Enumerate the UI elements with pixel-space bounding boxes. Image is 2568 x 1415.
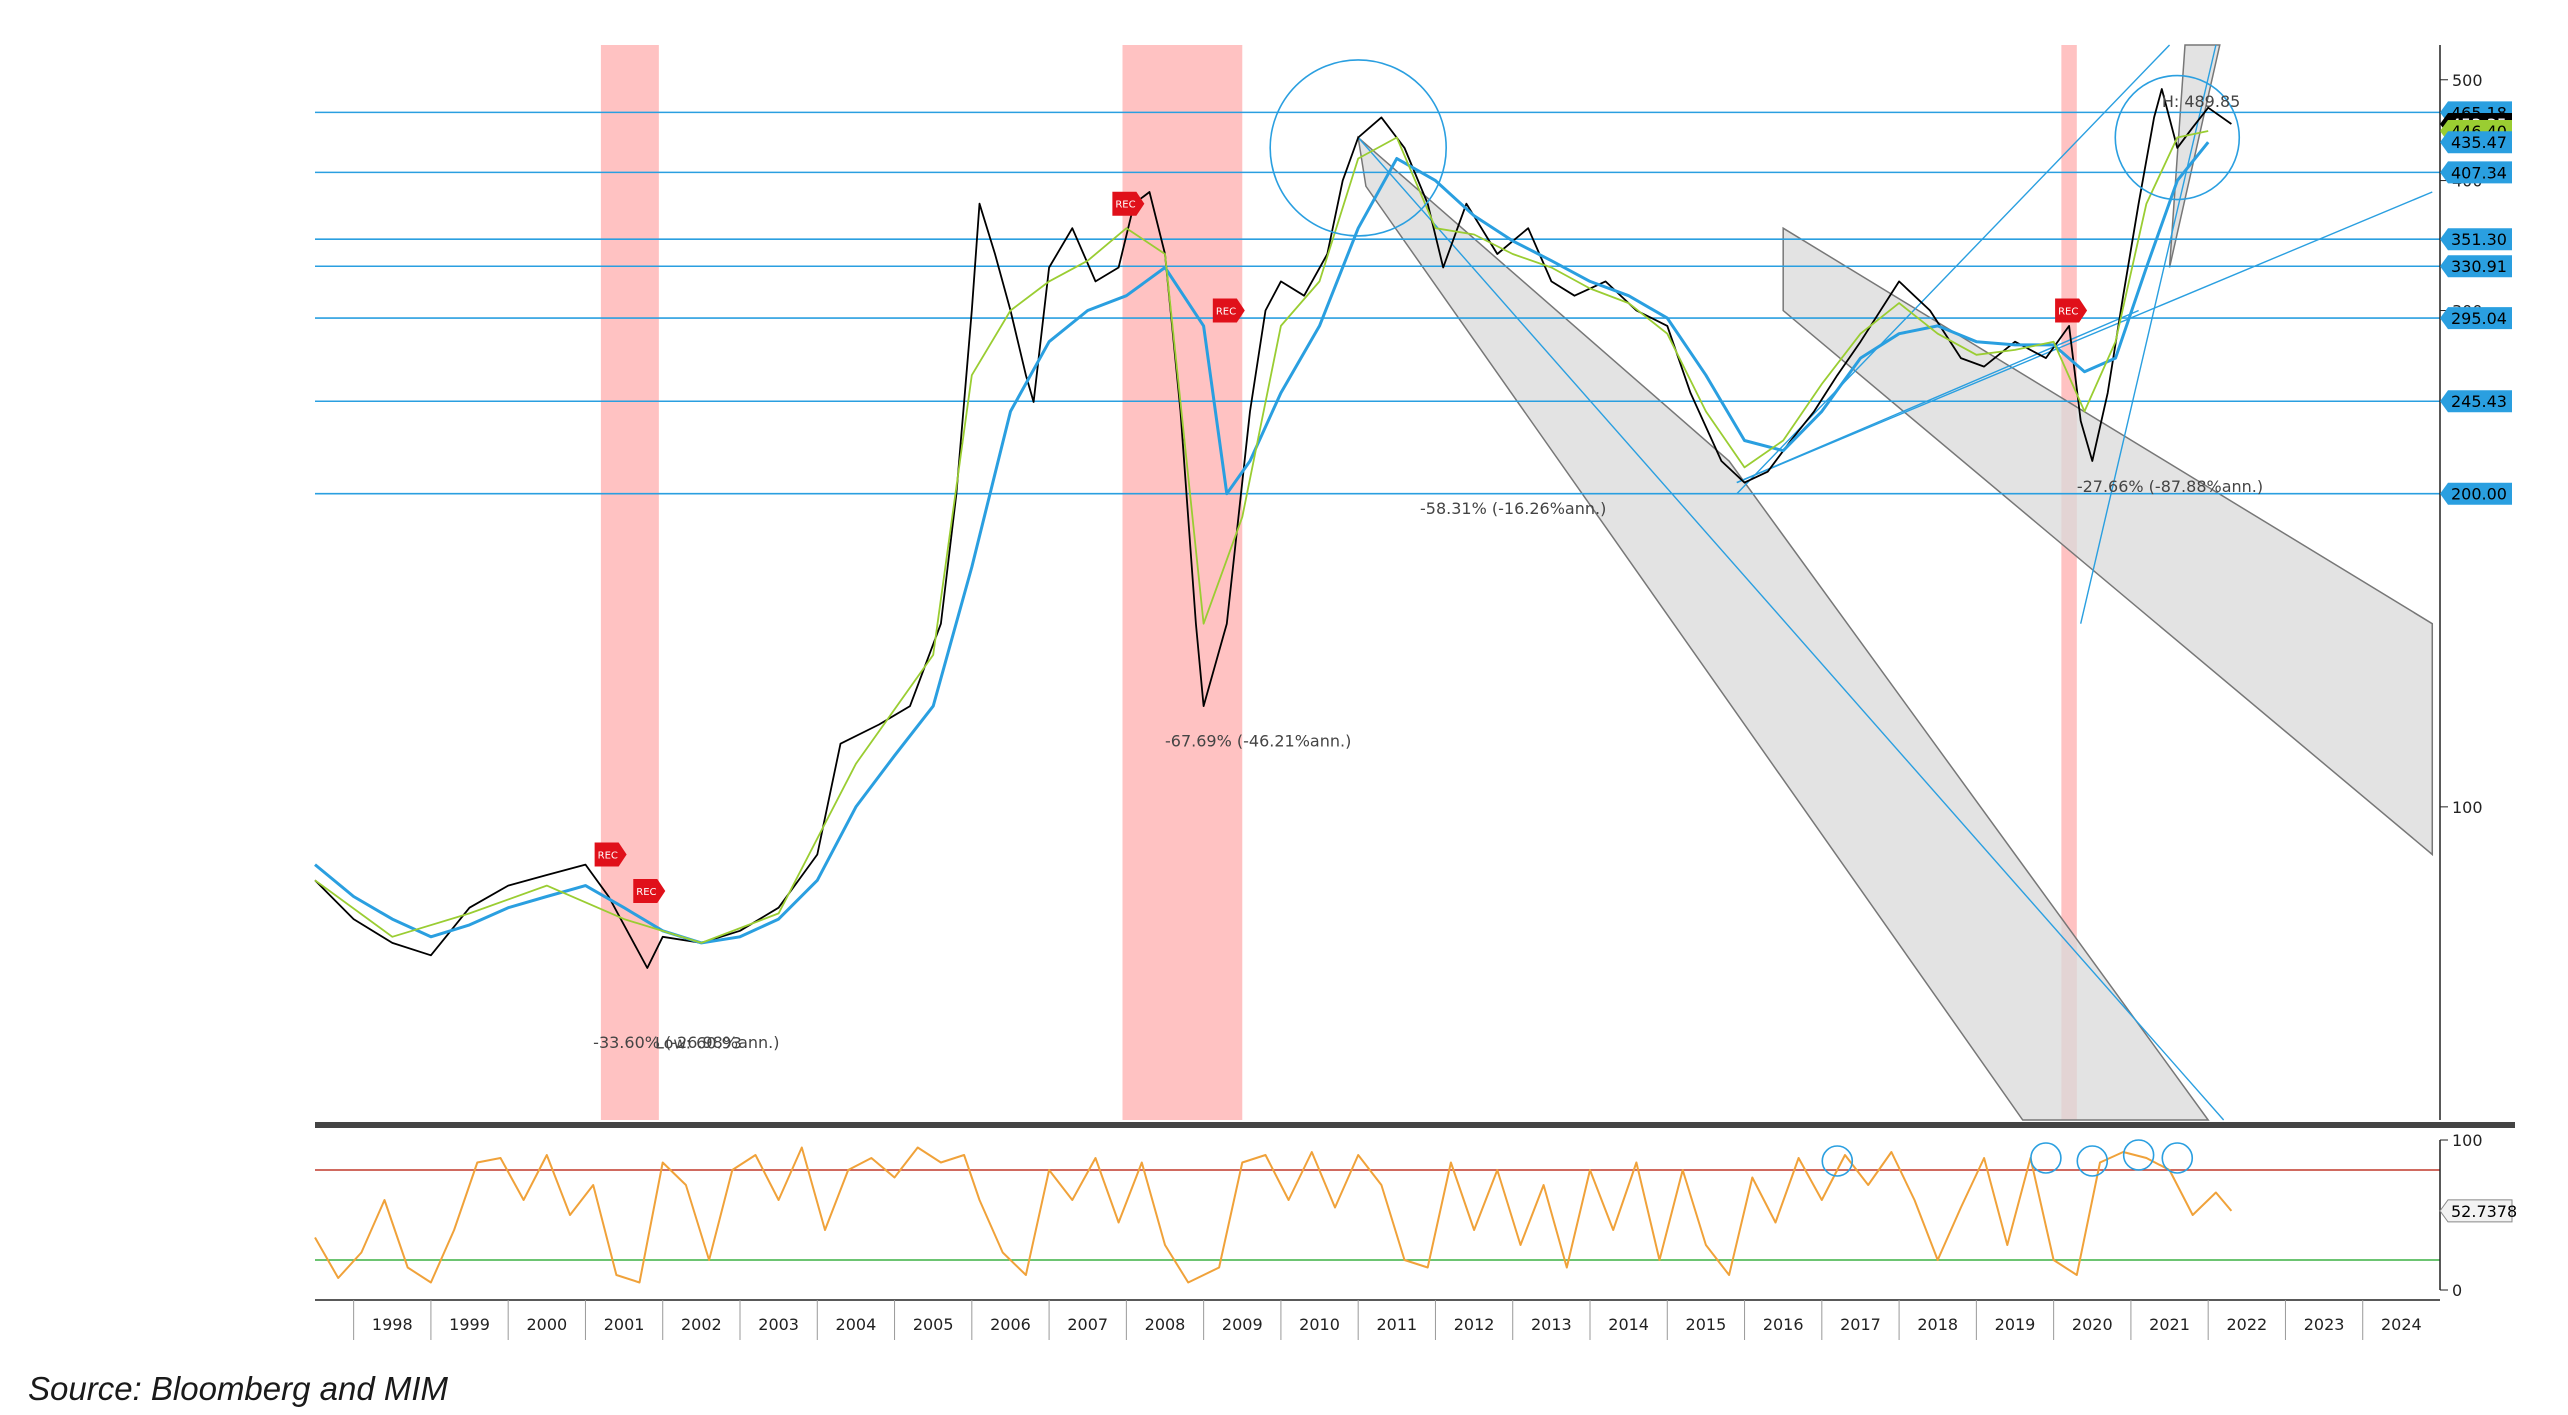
price-label-text: 330.91 (2451, 257, 2507, 276)
price-label-box (2440, 161, 2512, 184)
price-labels: 465.18453.35446.40435.47407.34351.30330.… (2440, 101, 2512, 505)
highlight-circle (2114, 74, 2241, 201)
channels (1357, 44, 2434, 1121)
oscillator-circle (2122, 1139, 2155, 1171)
trend-line (1357, 137, 2225, 1121)
x-tick-label: 2000 (526, 1315, 567, 1334)
down-channel-2011 (1357, 135, 2210, 1121)
price-label-text: 407.34 (2451, 163, 2507, 182)
annotation-circles (1269, 59, 2241, 237)
price-label-box (2440, 228, 2512, 251)
oscillator-tick-label: 100 (2452, 1131, 2483, 1150)
annotation-label: -58.31% (-16.26%ann.) (1420, 499, 1606, 518)
price-label-text: 435.47 (2451, 133, 2507, 152)
recession-band (600, 45, 659, 1120)
price-label-box (2440, 390, 2512, 413)
price-label-text: 351.30 (2451, 230, 2507, 249)
x-tick-label: 2014 (1608, 1315, 1649, 1334)
oscillator-line (314, 1146, 2233, 1284)
x-tick-label: 2005 (913, 1315, 954, 1334)
rec-marker (594, 842, 627, 867)
up-channel-2020 (2168, 44, 2221, 268)
x-tick-label: 2017 (1840, 1315, 1881, 1334)
x-tick-label: 2018 (1917, 1315, 1958, 1334)
rec-marker-label: REC (1115, 200, 1135, 211)
x-tick-label: 2024 (2381, 1315, 2422, 1334)
highlight-circle (1269, 59, 1447, 237)
rec-marker-label: REC (2058, 307, 2078, 318)
x-tick-label: 2009 (1222, 1315, 1263, 1334)
x-tick-label: 2008 (1145, 1315, 1186, 1334)
oscillator-last-box (2439, 1199, 2513, 1223)
x-tick-label: 2003 (758, 1315, 799, 1334)
y-axis: 100200300400500 (2439, 45, 2483, 1120)
price-label-text: 295.04 (2451, 309, 2507, 328)
x-tick-label: 2016 (1763, 1315, 1804, 1334)
x-axis: 1998 1999 2000 2001 2002 2003 2004 2005 2006 2007… (315, 1299, 2440, 1340)
oscillator-tick-label: 0 (2452, 1281, 2462, 1300)
annotations: H: 489.85 Low: 60.93-33.60% (-26.98%ann.)… (593, 92, 2263, 1053)
panel-divider (315, 1122, 2515, 1128)
oscillator-panel: 0 100 52.7378 (314, 1122, 2517, 1300)
x-tick-label: 2022 (2226, 1315, 2267, 1334)
annotation-label: -33.60% (-26.98%ann.) (593, 1033, 779, 1052)
x-tick-label: 2019 (1995, 1315, 2036, 1334)
oscillator-circle (2076, 1145, 2109, 1177)
down-channel-2016 (1782, 226, 2434, 857)
price-label-box (2440, 482, 2512, 505)
price-label-text: 245.43 (2451, 392, 2507, 411)
x-tick-label: 2010 (1299, 1315, 1340, 1334)
x-tick-label: 1999 (449, 1315, 490, 1334)
price-label-box (2440, 307, 2512, 330)
x-tick-label: 2007 (1067, 1315, 1108, 1334)
series-ma_short (314, 130, 2209, 944)
rec-marker (1112, 191, 1145, 216)
rec-marker (633, 879, 666, 904)
x-tick-label: 2002 (681, 1315, 722, 1334)
annotation-label: H: 489.85 (2162, 92, 2241, 111)
rec-marker-label: REC (1216, 307, 1236, 318)
rec-marker-label: REC (636, 887, 656, 898)
x-tick-label: 2006 (990, 1315, 1031, 1334)
rec-marker (1212, 298, 1245, 323)
rec-marker-label: REC (598, 850, 618, 861)
x-tick-label: 2013 (1531, 1315, 1572, 1334)
y-tick-label: 500 (2452, 71, 2483, 90)
x-tick-label: 2001 (604, 1315, 645, 1334)
x-tick-label: 2023 (2304, 1315, 2345, 1334)
oscillator-circle (2030, 1142, 2062, 1174)
trend-line (1736, 309, 2139, 484)
x-tick-label: 2004 (836, 1315, 877, 1334)
oscillator-circle (2161, 1142, 2194, 1174)
horizontal-levels (315, 111, 2440, 495)
y-tick-label: 100 (2452, 798, 2483, 817)
oscillator-last-label: 52.7378 (2451, 1202, 2517, 1221)
rec-marker (2055, 298, 2088, 323)
price-label-box (2440, 131, 2512, 154)
x-tick-label: 2012 (1454, 1315, 1495, 1334)
x-tick-label: 1998 (372, 1315, 413, 1334)
trend-line (1736, 191, 2433, 484)
annotation-label: Low: 60.93 (655, 1034, 742, 1053)
recession-band (1122, 45, 1243, 1120)
price-label-text: 200.00 (2451, 485, 2507, 504)
price-series (314, 88, 2232, 969)
x-tick-label: 2020 (2072, 1315, 2113, 1334)
source-caption: Source: Bloomberg and MIM (28, 1370, 449, 1407)
series-ma_long (314, 141, 2210, 945)
trend-line (2080, 44, 2217, 624)
annotation-label: -27.66% (-87.88%ann.) (2077, 477, 2263, 496)
price-label-box (2440, 255, 2512, 278)
recession-bands (600, 45, 2077, 1120)
x-tick-label: 2021 (2149, 1315, 2190, 1334)
x-tick-label: 2011 (1376, 1315, 1417, 1334)
oscillator-circle (1821, 1145, 1854, 1177)
series-price (314, 88, 2232, 969)
annotation-label: -67.69% (-46.21%ann.) (1165, 731, 1351, 750)
x-tick-label: 2015 (1686, 1315, 1727, 1334)
